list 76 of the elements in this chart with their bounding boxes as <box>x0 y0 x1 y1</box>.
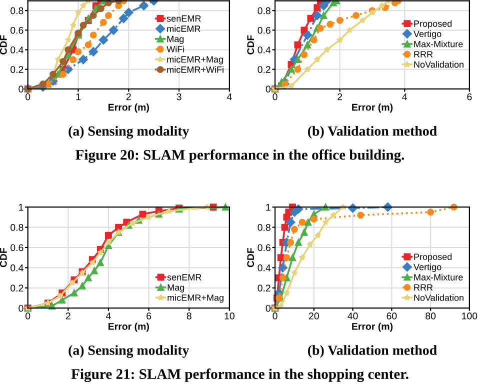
y-tick-label: 0.2 <box>258 284 270 292</box>
y-tick-label: 0.2 <box>10 284 24 292</box>
legend-label: NoValidation <box>414 61 464 68</box>
x-tick-label: 40 <box>348 312 358 320</box>
y-tick-label: 0.4 <box>10 264 24 272</box>
legend-label: WiFi <box>166 46 184 52</box>
x-tick-label: 3 <box>176 93 182 100</box>
legend-label: Proposed <box>414 253 452 262</box>
legend-label: Proposed <box>414 20 452 29</box>
x-tick-label: 20 <box>309 312 319 320</box>
x-axis-title: Error (m) <box>108 322 149 332</box>
legend-label: Vertigo <box>414 264 442 272</box>
x-tick-label: 80 <box>426 312 436 320</box>
x-tick-label: 0 <box>272 93 278 100</box>
legend-label: micEMR+Mag <box>167 56 223 64</box>
x-tick-label: 0 <box>26 93 30 100</box>
x-tick-label: 0 <box>26 312 30 320</box>
x-tick-label: 2 <box>66 312 70 320</box>
legend-label: senEMR <box>167 274 202 280</box>
y-axis-title: CDF <box>0 35 7 54</box>
x-axis-title: Error (m) <box>352 322 393 332</box>
text: (b) Validation method <box>308 345 437 358</box>
legend-label: micEMR+Mag <box>168 294 224 303</box>
caption: Figure 20: SLAM performance in the office building. <box>76 149 404 163</box>
legend-label: Max-Mixture <box>414 40 463 48</box>
y-axis-title: CDF <box>247 35 254 54</box>
legend-label: Max-Mixture <box>414 274 463 280</box>
y-tick-label: 0.6 <box>10 26 24 34</box>
y-tick-label: 1 <box>266 204 270 211</box>
x-tick-label: 60 <box>386 312 397 320</box>
y-tick-label: 0.8 <box>10 224 24 231</box>
text: (b) Validation method <box>308 126 437 139</box>
y-tick-label: 0.6 <box>258 26 270 34</box>
x-tick-label: 6 <box>146 312 152 320</box>
legend-label: Vertigo <box>414 30 442 39</box>
caption: Figure 21: SLAM performance in the shopping center. <box>71 368 408 382</box>
legend-label: micEMR <box>167 25 200 32</box>
y-tick-label: 0.4 <box>258 46 271 54</box>
legend-label: RRR <box>414 51 433 58</box>
x-tick-label: 6 <box>467 93 472 100</box>
x-axis-title: Error (m) <box>108 104 149 113</box>
text: (a) Sensing modality <box>68 345 190 358</box>
y-tick-label: 0.8 <box>10 7 24 14</box>
x-tick-label: 8 <box>186 312 192 320</box>
legend-label: micEMR+WiFi <box>167 66 224 73</box>
legend-label: NoValidation <box>414 294 464 301</box>
x-tick-label: 4 <box>402 93 408 100</box>
x-tick-label: 0 <box>272 312 278 320</box>
x-tick-label: 2 <box>338 93 342 100</box>
y-tick-label: 0.2 <box>10 66 24 73</box>
x-tick-label: 4 <box>106 312 111 320</box>
y-tick-label: 0.2 <box>258 66 270 73</box>
y-tick-label: 0 <box>18 304 24 312</box>
y-tick-label: 0.6 <box>10 244 24 252</box>
legend-label: Mag <box>167 36 184 44</box>
x-tick-label: 4 <box>226 93 232 100</box>
y-tick-label: 0 <box>18 86 24 93</box>
y-tick-label: 0.4 <box>10 46 24 54</box>
y-tick-label: 0 <box>266 304 270 312</box>
y-tick-label: 0 <box>266 86 270 93</box>
legend-label: RRR <box>414 284 433 291</box>
x-tick-label: 2 <box>126 93 131 100</box>
y-tick-label: 0.6 <box>258 244 270 252</box>
x-axis-title: Error (m) <box>352 104 393 113</box>
x-tick-label: 10 <box>224 312 234 320</box>
x-tick-label: 1 <box>76 93 80 100</box>
y-tick-label: 0.4 <box>258 264 271 272</box>
legend-label: Mag <box>168 284 184 292</box>
y-tick-label: 0.8 <box>258 224 270 231</box>
y-axis-title: CDF <box>0 248 7 268</box>
x-tick-label: 100 <box>462 312 478 320</box>
y-axis-title: CDF <box>247 248 254 268</box>
legend-label: senEMR <box>166 15 201 22</box>
y-tick-label: 0.8 <box>258 7 270 14</box>
text: (a) Sensing modality <box>68 126 190 139</box>
y-tick-label: 1 <box>19 204 24 211</box>
